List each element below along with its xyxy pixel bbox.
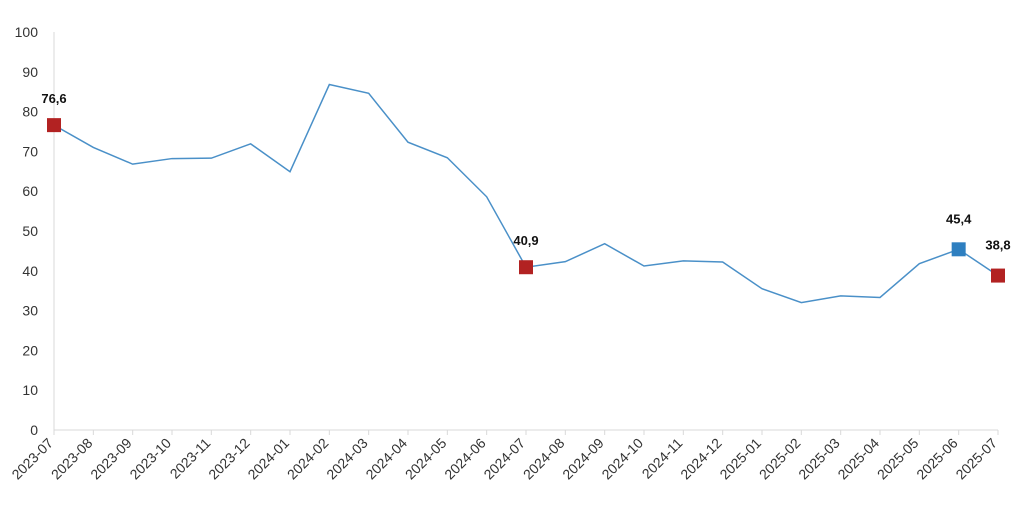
y-tick-label: 70 xyxy=(22,143,38,159)
x-tick-label: 2024-03 xyxy=(323,435,371,483)
x-tick-label: 2024-09 xyxy=(559,435,607,483)
y-tick-label: 90 xyxy=(22,64,38,80)
x-tick-label: 2024-02 xyxy=(284,435,332,483)
y-tick-label: 30 xyxy=(22,303,38,319)
x-tick-label: 2024-01 xyxy=(244,435,292,483)
data-label: 45,4 xyxy=(946,211,972,226)
x-tick-label: 2024-08 xyxy=(520,435,568,483)
x-tick-label: 2024-11 xyxy=(639,435,686,482)
highlight-markers: 76,6 40,9 45,4 38,8 xyxy=(41,91,1011,283)
data-label: 40,9 xyxy=(513,233,538,248)
x-tick-label: 2023-10 xyxy=(126,435,174,483)
x-tick-label: 2023-07 xyxy=(8,435,56,483)
x-tick-label: 2025-07 xyxy=(952,435,1000,483)
x-tick-label: 2025-02 xyxy=(756,435,804,483)
highlight-marker xyxy=(951,242,966,257)
y-tick-label: 50 xyxy=(22,223,38,239)
x-tick-label: 2025-03 xyxy=(795,435,843,483)
y-tick-label: 60 xyxy=(22,183,38,199)
y-tick-label: 80 xyxy=(22,104,38,120)
y-tick-label: 20 xyxy=(22,342,38,358)
x-tick-label: 2024-10 xyxy=(598,435,646,483)
x-tick-label: 2024-06 xyxy=(441,435,489,483)
highlight-marker xyxy=(991,268,1005,283)
x-axis-ticks: 2023-072023-082023-092023-102023-112023-… xyxy=(8,430,1000,482)
y-tick-label: 100 xyxy=(15,24,39,40)
x-tick-label: 2024-05 xyxy=(402,435,450,483)
x-tick-label: 2024-12 xyxy=(677,435,725,483)
x-tick-label: 2023-11 xyxy=(167,435,214,482)
x-tick-label: 2025-04 xyxy=(834,435,882,483)
x-tick-label: 2025-06 xyxy=(913,435,961,483)
y-tick-label: 0 xyxy=(30,422,38,438)
x-tick-label: 2025-01 xyxy=(716,435,764,483)
data-label: 76,6 xyxy=(41,91,66,106)
data-label: 38,8 xyxy=(985,238,1010,253)
x-tick-label: 2023-12 xyxy=(205,435,253,483)
x-tick-label: 2024-04 xyxy=(362,435,410,483)
x-tick-label: 2024-07 xyxy=(480,435,528,483)
y-tick-label: 40 xyxy=(22,263,38,279)
y-axis-ticks: 0 10 20 30 40 50 60 70 80 90 100 xyxy=(15,24,39,438)
highlight-marker xyxy=(47,118,61,133)
x-tick-label: 2023-08 xyxy=(48,435,96,483)
x-tick-label: 2023-09 xyxy=(87,435,135,483)
x-tick-label: 2025-05 xyxy=(874,435,922,483)
y-tick-label: 10 xyxy=(22,382,38,398)
highlight-marker xyxy=(519,260,533,275)
